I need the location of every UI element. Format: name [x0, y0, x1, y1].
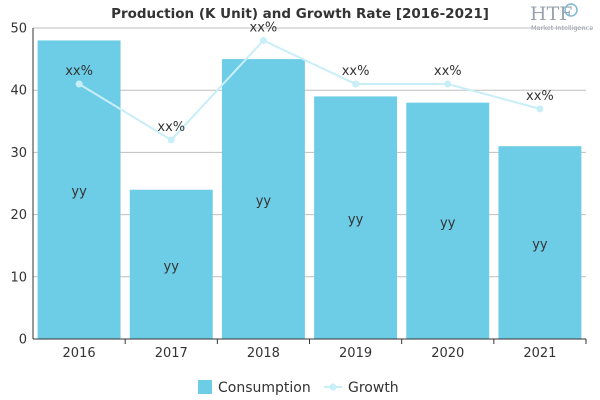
growth-point — [352, 80, 360, 88]
growth-line — [75, 36, 544, 144]
legend: Consumption Growth — [198, 380, 399, 396]
legend-growth-marker-icon — [329, 383, 337, 391]
growth-point — [75, 80, 83, 88]
growth-point — [167, 136, 175, 144]
x-tick-label: 2021 — [523, 346, 556, 361]
growth-data-label: xx% — [342, 64, 370, 79]
y-tick-label: 0 — [19, 333, 27, 348]
y-tick-label: 40 — [10, 84, 27, 99]
growth-point — [444, 80, 452, 88]
y-tick-label: 20 — [10, 208, 27, 223]
legend-consumption-label: Consumption — [218, 380, 311, 396]
bar-data-label: yy — [256, 194, 272, 209]
legend-consumption-swatch — [198, 380, 212, 394]
legend-growth-label: Growth — [348, 380, 399, 396]
growth-point — [259, 36, 267, 44]
growth-data-label: xx% — [65, 64, 93, 79]
growth-data-label: xx% — [526, 89, 554, 104]
bars — [37, 40, 582, 339]
x-tick-label: 2019 — [339, 346, 372, 361]
bar-data-label: yy — [164, 259, 180, 274]
growth-data-label: xx% — [434, 64, 462, 79]
growth-line-path — [78, 39, 541, 142]
y-tick-label: 10 — [10, 270, 27, 285]
bar-consumption — [498, 146, 582, 339]
bar-consumption — [406, 102, 490, 339]
growth-data-label: xx% — [250, 20, 278, 35]
bar-consumption — [314, 96, 398, 339]
bar-data-label: yy — [348, 213, 364, 228]
x-tick-label: 2018 — [247, 346, 280, 361]
y-tick-label: 30 — [10, 146, 27, 161]
axes: 0 10 20 30 40 50 2016 2017 2018 2019 2020 2021 — [10, 22, 587, 361]
bar-consumption — [221, 59, 305, 339]
chart-title: Production (K Unit) and Growth Rate [201… — [111, 6, 489, 22]
bar-consumption — [37, 40, 121, 339]
bar-data-label: yy — [71, 185, 87, 200]
x-tick-label: 2016 — [63, 346, 96, 361]
x-tick-label: 2017 — [155, 346, 188, 361]
x-tick-label: 2020 — [431, 346, 464, 361]
y-tick-label: 50 — [10, 22, 27, 37]
bar-data-label: yy — [532, 238, 548, 253]
data-labels: yy yy yy yy yy yy xx% xx% xx% xx% xx% xx% — [65, 20, 554, 274]
logo-globe-icon — [564, 3, 578, 17]
logo-text: HTF — [530, 3, 572, 25]
growth-data-label: xx% — [157, 120, 185, 135]
bar-consumption — [129, 189, 213, 339]
growth-point — [536, 105, 544, 113]
bar-data-label: yy — [440, 216, 456, 231]
